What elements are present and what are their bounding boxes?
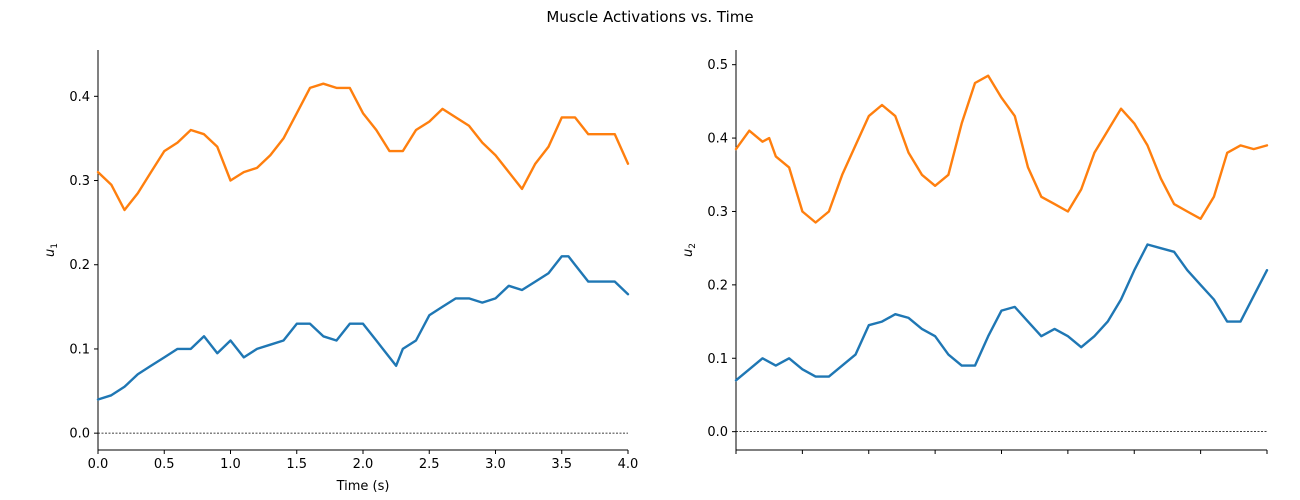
y-axis-label: u1 (43, 243, 60, 257)
series-line-2 (96, 82, 630, 212)
series-line-2 (734, 74, 1269, 224)
x-tick-label: 4.0 (618, 457, 639, 472)
x-tick-label: 3.0 (485, 457, 506, 472)
y-tick-label: 0.4 (707, 132, 728, 147)
x-tick-label: 3.5 (551, 457, 572, 472)
series-line-1 (734, 243, 1269, 382)
y-tick-label: 0.2 (69, 258, 90, 273)
series-line-1 (96, 255, 630, 401)
y-tick-label: 0.2 (707, 278, 728, 293)
y-tick-label: 0.1 (69, 342, 90, 357)
y-tick-label: 0.0 (69, 427, 90, 442)
y-tick-label: 0.0 (707, 425, 728, 440)
subplot-1: 0.0 0.1 0.2 0.3 0.4 0.0 0.5 1.0 1.5 2.0 2.5 3.0 3.5 4… (43, 50, 638, 494)
y-tick-label: 0.4 (69, 90, 90, 105)
subplot-2: 0.0 0.1 0.2 0.3 0.4 0.5 u2 (681, 50, 1269, 454)
y-tick-label: 0.1 (707, 352, 728, 367)
x-tick-label: 1.0 (220, 457, 241, 472)
y-tick-label: 0.5 (707, 58, 728, 73)
page-title: Muscle Activations vs. Time (546, 8, 754, 26)
y-tick-label: 0.3 (707, 205, 728, 220)
x-tick-label: 0.0 (88, 457, 109, 472)
y-tick-label: 0.3 (69, 174, 90, 189)
x-tick-label: 0.5 (154, 457, 175, 472)
x-axis-label: Time (s) (336, 479, 390, 494)
x-tick-label: 1.5 (286, 457, 307, 472)
y-axis-label: u2 (681, 243, 698, 257)
x-tick-label: 2.0 (353, 457, 374, 472)
x-tick-label: 2.5 (419, 457, 440, 472)
